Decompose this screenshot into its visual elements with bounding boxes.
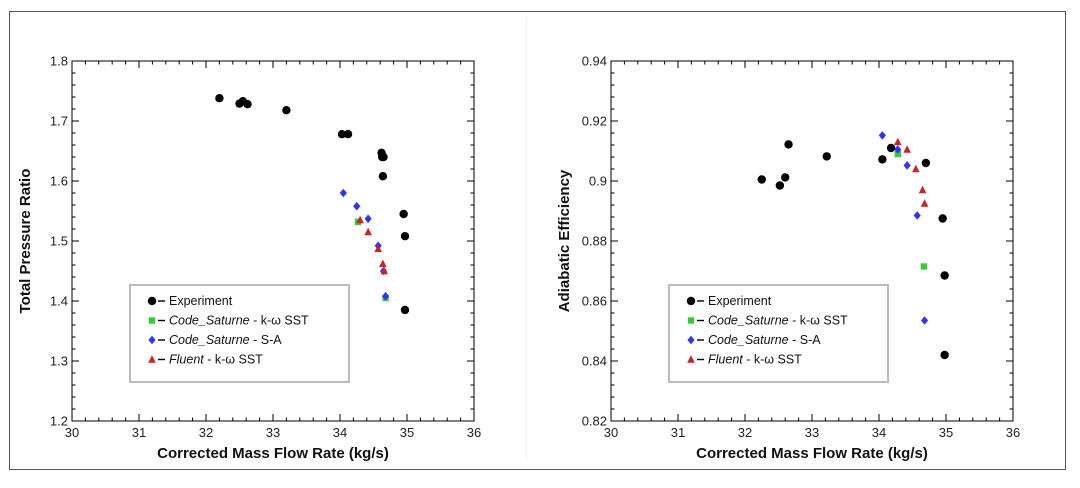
chart2-point-experiment — [921, 158, 931, 168]
chart2-point-experiment — [781, 173, 790, 182]
chart1-x-axis-label: Corrected Mass Flow Rate (kg/s) — [157, 445, 389, 462]
chart2-y-tick-label: 0.94 — [582, 54, 607, 69]
chart1-point-experiment — [343, 130, 353, 139]
chart2-point-experiment — [822, 152, 831, 161]
chart2-point-experiment — [886, 143, 896, 153]
chart2-point-experiment — [784, 140, 793, 149]
chart1-point-fluent — [374, 244, 382, 252]
chart2-point-code-saturne-sa — [913, 211, 921, 220]
panel-divider — [526, 18, 527, 458]
chart2-y-tick-label: 0.88 — [582, 234, 607, 249]
chart1-point-fluent — [364, 227, 372, 236]
chart2-point-experiment — [940, 350, 949, 360]
chart2-point-experiment — [940, 271, 949, 280]
chart1-y-tick-label: 1.3 — [50, 354, 68, 369]
chart2-x-tick-label: 35 — [939, 425, 953, 440]
chart1-point-code-saturne-sa — [364, 214, 372, 224]
chart2-point-code-saturne-kw — [894, 150, 901, 158]
chart1-x-tick-label: 35 — [400, 425, 414, 440]
chart1-point-experiment — [379, 152, 388, 162]
chart2-point-code-saturne-sa — [920, 316, 929, 325]
chart2-y-tick-label: 0.82 — [582, 414, 607, 429]
chart1-legend-marker-fluent — [148, 355, 156, 363]
chart1-x-tick-label: 30 — [65, 425, 79, 440]
chart1-point-fluent — [380, 266, 389, 275]
chart1-legend-marker-experiment — [147, 296, 157, 306]
chart2-x-axis-label: Corrected Mass Flow Rate (kg/s) — [696, 445, 928, 462]
chart2-point-fluent — [903, 145, 911, 153]
chart2-point-experiment — [775, 181, 785, 190]
chart1-y-tick-label: 1.2 — [50, 414, 68, 429]
chart2-legend-marker-code-saturne-sa — [687, 335, 695, 345]
chart1-x-tick-label: 36 — [467, 425, 481, 440]
chart2-legend-marker-code-saturne-kw — [687, 317, 695, 324]
chart1-point-experiment — [378, 172, 388, 181]
chart1-point-fluent — [379, 259, 387, 267]
chart1-y-tick-label: 1.4 — [50, 294, 68, 309]
chart2-y-axis-label: Adiabatic Efficiency — [556, 169, 573, 312]
chart2-point-experiment — [878, 155, 887, 164]
chart2-y-tick-label: 0.86 — [582, 294, 607, 309]
chart2-legend-box — [668, 284, 889, 383]
chart2-point-code-saturne-sa — [894, 145, 902, 154]
chart2-x-tick-label: 31 — [671, 425, 685, 440]
chart2-point-code-saturne-sa — [878, 131, 886, 140]
chart1-y-tick-label: 1.7 — [50, 114, 68, 129]
chart1-y-tick-label: 1.6 — [50, 174, 68, 189]
chart2-legend-label: Experiment — [708, 294, 772, 308]
chart1-legend-label: Experiment — [169, 294, 233, 308]
chart1-y-tick-label: 1.8 — [50, 54, 68, 69]
chart1-y-axis-label: Total Pressure Ratio — [17, 169, 34, 314]
chart2-point-code-saturne-kw — [920, 263, 928, 270]
chart2-y-tick-label: 0.84 — [582, 354, 607, 369]
chart2-x-tick-label: 36 — [1006, 425, 1020, 440]
chart1-point-experiment — [337, 130, 347, 139]
chart1-y-tick-label: 1.5 — [50, 234, 68, 249]
chart1-x-tick-label: 34 — [333, 425, 347, 440]
chart1-legend: Experiment Code_Saturne - k-ω SST Code_Sat… — [129, 284, 350, 383]
chart1-point-experiment — [282, 106, 291, 115]
chart1-x-tick-label: 33 — [266, 425, 280, 440]
chart2-point-fluent — [918, 185, 927, 194]
chart1-point-experiment — [400, 305, 410, 315]
chart2-y-tick-label: 0.9 — [589, 174, 607, 189]
chart2-legend-marker-fluent — [687, 355, 695, 363]
chart1-legend-marker-code-saturne-sa — [148, 335, 156, 345]
chart1-legend-label: Code_Saturne - S-A — [169, 333, 282, 347]
chart2-x-tick-label: 30 — [604, 425, 618, 440]
chart1-point-experiment — [215, 94, 224, 103]
chart2-point-code-saturne-sa — [903, 161, 911, 170]
chart2-point-fluent — [912, 164, 920, 173]
chart2-point-fluent — [893, 137, 902, 146]
figure-frame — [9, 11, 1066, 470]
chart2-x-tick-label: 32 — [738, 425, 752, 440]
chart2-point-experiment — [757, 175, 766, 184]
chart2-legend-marker-experiment — [686, 296, 696, 306]
chart1-legend-marker-code-saturne-kw — [148, 317, 156, 324]
chart1-legend-label: Code_Saturne - k-ω SST — [169, 314, 309, 328]
chart2-y-tick-label: 0.92 — [582, 114, 607, 129]
chart2-legend-label: Code_Saturne - k-ω SST — [708, 314, 848, 328]
chart1-x-tick-label: 31 — [132, 425, 146, 440]
chart-pressure-ratio: 30 31 32 33 34 35 36 1.2 1.3 1.4 1.5 1.6 1.7 1.8 Corre… — [17, 54, 481, 463]
chart1-point-experiment — [400, 232, 410, 241]
chart1-legend-box — [129, 284, 350, 383]
chart1-legend-label: Fluent - k-ω SST — [169, 353, 263, 367]
chart1-x-tick-label: 32 — [199, 425, 213, 440]
chart1-point-code-saturne-sa — [339, 188, 347, 198]
chart2-legend-label: Fluent - k-ω SST — [708, 353, 802, 367]
chart1-point-experiment — [399, 209, 408, 219]
chart1-point-fluent — [356, 215, 364, 224]
chart2-point-fluent — [920, 199, 929, 207]
chart1-point-code-saturne-sa — [353, 201, 361, 211]
chart2-legend-label: Code_Saturne - S-A — [708, 333, 821, 347]
chart2-point-experiment — [938, 214, 947, 223]
chart2-x-tick-label: 33 — [805, 425, 819, 440]
chart2-legend: Experiment Code_Saturne - k-ω SST Code_Sat… — [668, 284, 889, 383]
chart1-point-experiment — [243, 100, 252, 109]
chart1-point-code-saturne-sa — [381, 291, 390, 301]
chart2-x-tick-label: 34 — [872, 425, 886, 440]
